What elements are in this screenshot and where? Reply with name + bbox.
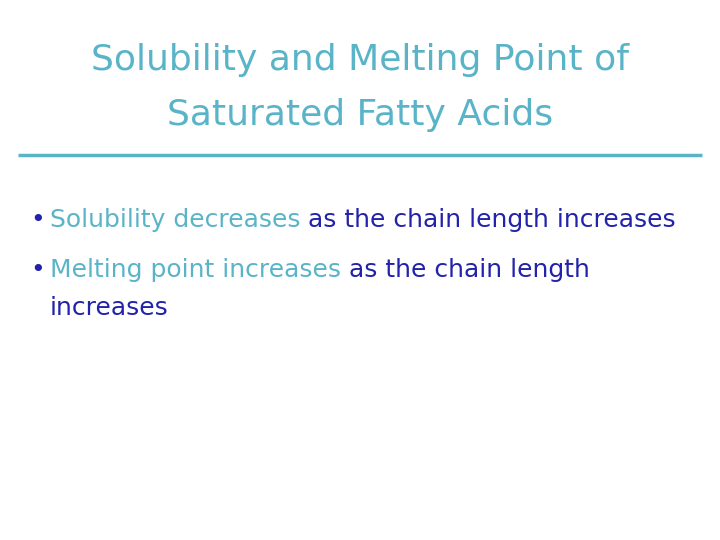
Text: Solubility decreases: Solubility decreases [50,208,300,232]
Text: •: • [30,208,45,232]
Text: •: • [30,258,45,282]
Text: Saturated Fatty Acids: Saturated Fatty Acids [167,98,553,132]
Text: Solubility and Melting Point of: Solubility and Melting Point of [91,43,629,77]
Text: as the chain length: as the chain length [341,258,590,282]
Text: as the chain length increases: as the chain length increases [300,208,676,232]
Text: increases: increases [50,296,168,320]
Text: Melting point increases: Melting point increases [50,258,341,282]
